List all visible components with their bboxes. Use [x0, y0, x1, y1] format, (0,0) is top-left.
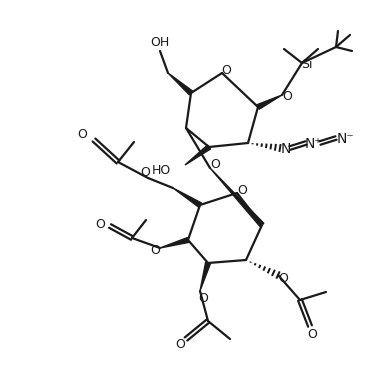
- Polygon shape: [200, 262, 210, 291]
- Text: O: O: [210, 158, 220, 172]
- Polygon shape: [160, 238, 189, 248]
- Text: O: O: [307, 328, 317, 340]
- Polygon shape: [185, 145, 210, 165]
- Text: O: O: [278, 271, 288, 284]
- Polygon shape: [210, 168, 264, 227]
- Text: N⁻: N⁻: [336, 132, 354, 146]
- Polygon shape: [257, 95, 282, 109]
- Text: O: O: [282, 89, 292, 103]
- Text: O: O: [175, 339, 185, 351]
- Text: O: O: [237, 184, 247, 197]
- Text: O: O: [95, 218, 105, 230]
- Text: O: O: [198, 291, 208, 305]
- Text: O: O: [77, 128, 87, 140]
- Text: O: O: [221, 64, 231, 78]
- Polygon shape: [173, 188, 201, 207]
- Text: OH: OH: [151, 37, 170, 50]
- Text: HO: HO: [152, 165, 171, 177]
- Text: O: O: [140, 167, 150, 179]
- Polygon shape: [168, 73, 192, 95]
- Text: N: N: [281, 142, 291, 156]
- Text: N⁺: N⁺: [304, 137, 322, 151]
- Text: O: O: [150, 245, 160, 257]
- Text: Si: Si: [301, 57, 313, 71]
